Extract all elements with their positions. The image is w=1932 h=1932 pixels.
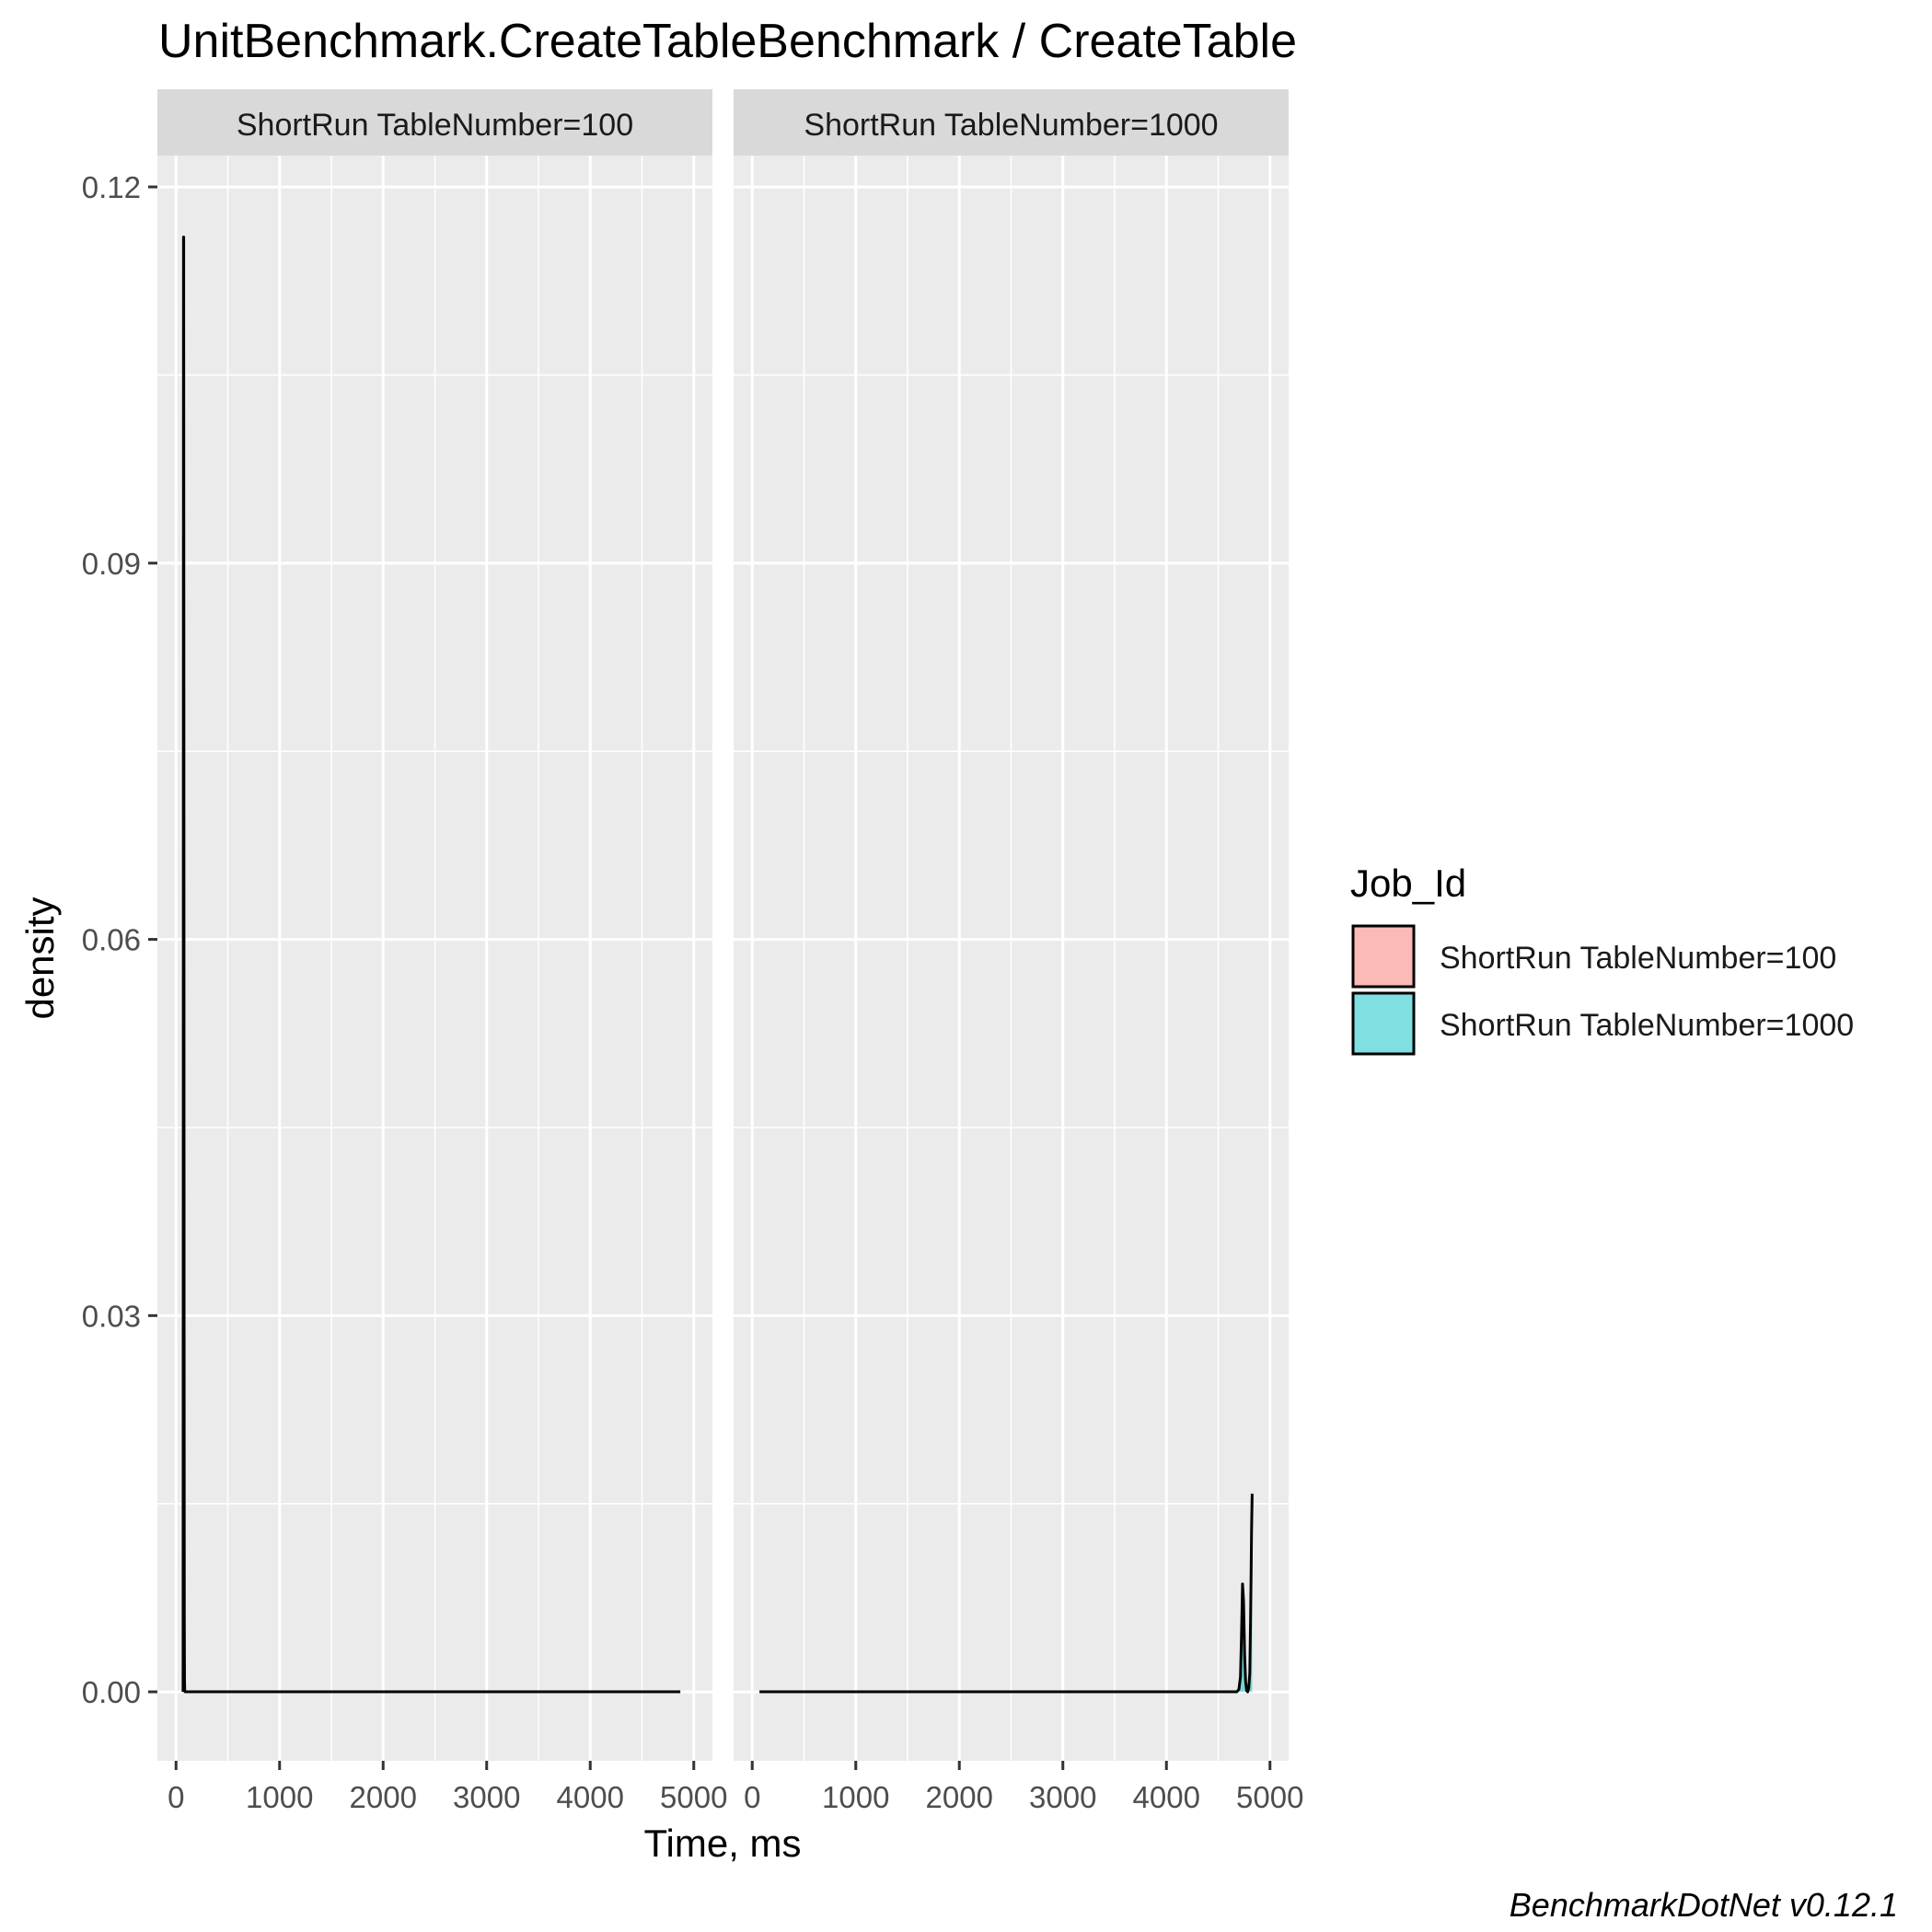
minor-grid-1	[157, 156, 712, 1761]
x-tick-label: 0	[168, 1780, 184, 1814]
y-tick-label: 0.03	[82, 1299, 141, 1333]
major-grid-2	[734, 156, 1289, 1761]
legend-key-1	[1351, 924, 1416, 989]
legend: Job_Id ShortRun TableNumber=100 ShortRun…	[1350, 862, 1854, 1056]
x-tick-label: 4000	[557, 1780, 624, 1814]
facet-panel-2: ShortRun TableNumber=1000 0 1000 2000 3000 4…	[734, 89, 1303, 1814]
x-tick-label: 1000	[822, 1780, 889, 1814]
strip-background-1	[157, 89, 712, 156]
x-axis-ticks-1: 0 1000 2000 3000 4000 5000	[168, 1761, 727, 1814]
legend-label-1: ShortRun TableNumber=100	[1440, 941, 1836, 976]
legend-key-2	[1351, 991, 1416, 1056]
y-tick-label: 0.12	[82, 170, 141, 204]
minor-grid-2	[734, 156, 1289, 1761]
x-tick-label: 3000	[453, 1780, 520, 1814]
x-tick-label: 5000	[660, 1780, 727, 1814]
density-series-2	[759, 1493, 1254, 1694]
chart-title: UnitBenchmark.CreateTableBenchmark / Cre…	[158, 15, 1297, 68]
facet-panel-1: ShortRun TableNumber=100 0 1000 2000 3000 40…	[157, 89, 727, 1814]
x-tick-label: 0	[744, 1780, 760, 1814]
y-tick-label: 0.06	[82, 923, 141, 957]
x-axis-title: Time, ms	[643, 1822, 801, 1865]
legend-title: Job_Id	[1350, 862, 1466, 905]
y-axis-ticks: 0.00 0.03 0.06 0.09 0.12	[82, 170, 157, 1709]
density-series-1	[181, 236, 681, 1694]
strip-background-2	[734, 89, 1289, 156]
x-tick-label: 1000	[246, 1780, 313, 1814]
strip-label-2: ShortRun TableNumber=1000	[804, 108, 1218, 143]
x-tick-label: 3000	[1029, 1780, 1096, 1814]
y-tick-label: 0.00	[82, 1675, 141, 1709]
x-tick-label: 2000	[926, 1780, 993, 1814]
caption: BenchmarkDotNet v0.12.1	[1510, 1886, 1898, 1924]
density-line	[759, 1493, 1254, 1694]
y-tick-label: 0.09	[82, 547, 141, 581]
density-line	[181, 236, 681, 1694]
y-axis-title: density	[18, 897, 62, 1019]
legend-label-2: ShortRun TableNumber=1000	[1440, 1008, 1854, 1043]
strip-label-1: ShortRun TableNumber=100	[237, 108, 633, 143]
x-tick-label: 4000	[1133, 1780, 1200, 1814]
x-tick-label: 5000	[1236, 1780, 1303, 1814]
x-tick-label: 2000	[350, 1780, 417, 1814]
x-axis-ticks-2: 0 1000 2000 3000 4000 5000	[744, 1761, 1303, 1814]
